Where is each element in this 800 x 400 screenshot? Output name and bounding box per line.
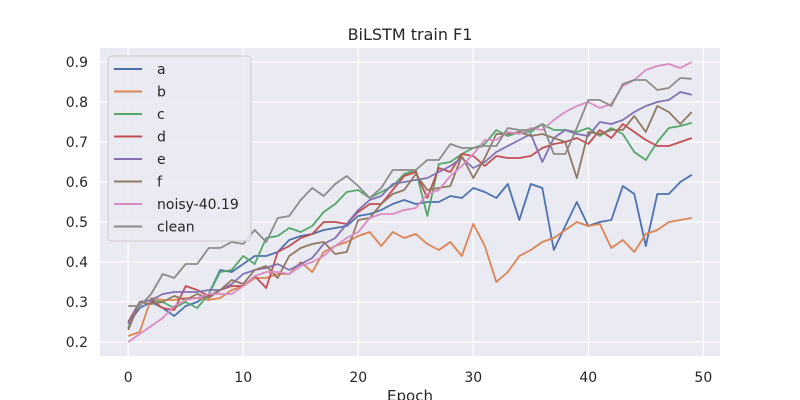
- series-line-a: [127, 174, 693, 325]
- x-tick-label: 10: [234, 370, 252, 386]
- legend-label: noisy-40.19: [157, 197, 239, 213]
- legend-label: clean: [157, 220, 195, 236]
- legend-box: [107, 55, 252, 242]
- y-tick-label: 0.5: [66, 215, 88, 231]
- x-tick-label: 0: [124, 370, 133, 386]
- y-tick-label: 0.6: [66, 175, 88, 191]
- series-line-f: [127, 105, 693, 331]
- y-tick-label: 0.7: [66, 135, 88, 151]
- legend-label: c: [157, 107, 165, 123]
- series-line-b: [127, 217, 692, 337]
- series-line-clean: [128, 77, 692, 307]
- y-tick-label: 0.9: [66, 55, 88, 71]
- y-tick-label: 0.2: [66, 335, 88, 351]
- legend-label: b: [157, 85, 166, 101]
- y-tick-label: 0.4: [66, 255, 88, 271]
- x-tick-label: 40: [579, 370, 597, 386]
- legend-label: a: [157, 62, 166, 78]
- legend-label: d: [157, 130, 166, 146]
- x-axis-ticks: 0 10 20 30 40 50: [124, 370, 713, 386]
- x-axis-label: Epoch: [387, 387, 433, 400]
- legend-label: e: [157, 152, 166, 168]
- series-line-noisy-40.19: [127, 61, 693, 343]
- chart-title: BiLSTM train F1: [348, 25, 473, 44]
- x-tick-label: 20: [349, 370, 367, 386]
- y-tick-label: 0.3: [66, 295, 88, 311]
- y-tick-label: 0.8: [66, 95, 88, 111]
- series-line-c: [127, 121, 693, 329]
- y-axis-ticks: 0.2 0.3 0.4 0.5 0.6 0.7 0.8 0.9: [66, 55, 88, 351]
- x-tick-label: 50: [694, 370, 712, 386]
- legend-label: f: [157, 175, 163, 191]
- x-tick-label: 30: [464, 370, 482, 386]
- series-lines: [127, 61, 693, 343]
